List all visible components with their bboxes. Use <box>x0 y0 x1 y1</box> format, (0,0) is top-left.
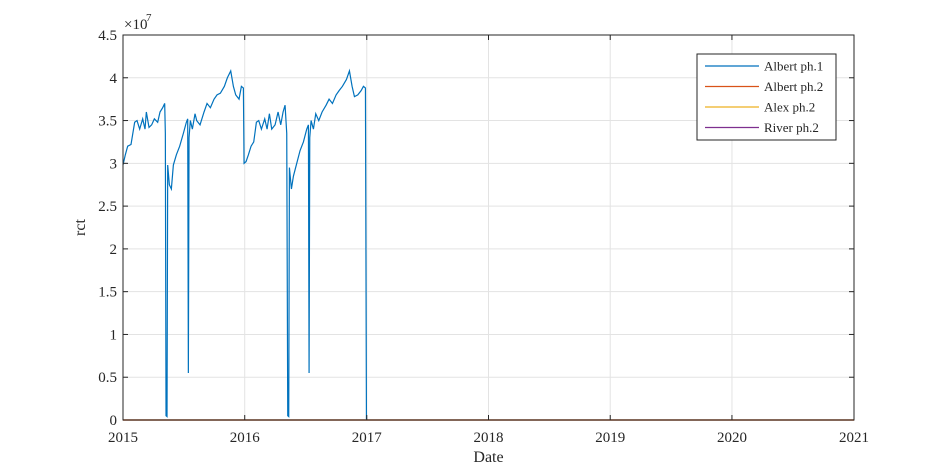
y-tick-label: 1 <box>110 327 118 343</box>
y-tick-label: 3 <box>110 156 118 172</box>
y-tick-label: 1.5 <box>98 285 117 301</box>
legend-entry: River ph.2 <box>764 120 819 135</box>
y-tick-label: 2.5 <box>98 199 117 215</box>
x-tick-label: 2018 <box>474 430 504 446</box>
x-axis-ticks: 2015 2016 2017 2018 2019 2020 2021 <box>108 35 869 446</box>
y-tick-label: 0.5 <box>98 370 117 386</box>
y-exponent-base: ×10 <box>124 17 147 33</box>
y-tick-label: 4 <box>110 71 118 87</box>
y-axis-exponent: ×10 7 <box>124 12 152 33</box>
x-axis-label: Date <box>473 449 503 466</box>
legend-entry: Albert ph.2 <box>764 79 823 94</box>
legend-entry: Albert ph.1 <box>764 59 823 74</box>
x-tick-label: 2017 <box>352 430 383 446</box>
series-line-albert-ph-1 <box>122 68 368 420</box>
x-tick-label: 2015 <box>108 430 138 446</box>
y-axis-label: rct <box>72 219 89 236</box>
legend: Albert ph.1 Albert ph.2 Alex ph.2 River ph.… <box>696 53 837 141</box>
x-tick-label: 2016 <box>230 430 261 446</box>
x-tick-label: 2020 <box>717 430 747 446</box>
y-tick-label: 3.5 <box>98 114 117 130</box>
x-tick-label: 2021 <box>839 430 869 446</box>
y-tick-label: 0 <box>110 413 118 429</box>
y-exponent-power: 7 <box>146 12 152 24</box>
legend-box <box>696 53 837 141</box>
x-tick-label: 2019 <box>595 430 625 446</box>
legend-entry: Alex ph.2 <box>764 100 815 115</box>
y-tick-label: 4.5 <box>98 28 117 44</box>
y-axis-ticks: 0 0.5 1 1.5 2 2.5 3 3.5 4 4.5 <box>98 28 854 429</box>
y-tick-label: 2 <box>110 242 118 258</box>
